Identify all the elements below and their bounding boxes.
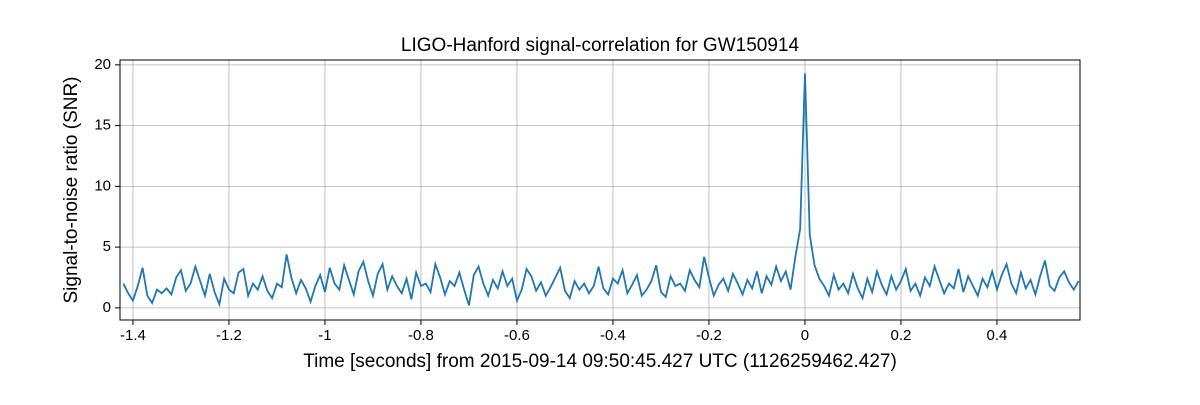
y-tick-label: 15 bbox=[94, 117, 111, 134]
plot-frame bbox=[119, 59, 1081, 321]
x-tick-label: -0.8 bbox=[408, 327, 434, 344]
x-tick-label: -0.4 bbox=[600, 327, 626, 344]
y-tick-label: 0 bbox=[103, 299, 111, 316]
line-series bbox=[122, 73, 1080, 308]
y-tick-label: 10 bbox=[94, 177, 111, 194]
y-tick-label: 20 bbox=[94, 56, 111, 73]
chart-title: LIGO-Hanford signal-correlation for GW15… bbox=[401, 35, 800, 56]
x-tick-label: -1 bbox=[318, 327, 331, 344]
x-tick-label: 0.2 bbox=[891, 327, 912, 344]
x-tick-label: -1.2 bbox=[216, 327, 242, 344]
x-tick-label: -0.6 bbox=[504, 327, 530, 344]
x-tick-label: -1.4 bbox=[120, 327, 146, 344]
x-axis-label: Time [seconds] from 2015-09-14 09:50:45.… bbox=[303, 351, 897, 372]
y-axis-label: Signal-to-noise ratio (SNR) bbox=[61, 76, 82, 303]
x-tick-label: 0 bbox=[801, 327, 809, 344]
x-tick-label: -0.2 bbox=[696, 327, 722, 344]
x-tick-label: 0.4 bbox=[987, 327, 1008, 344]
y-tick-label: 5 bbox=[103, 238, 111, 255]
